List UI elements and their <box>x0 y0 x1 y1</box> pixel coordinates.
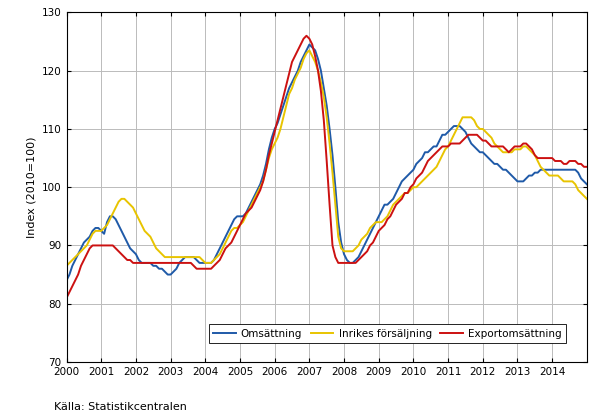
Inrikes försäljning <box>592 202 599 207</box>
Inrikes försäljning <box>170 255 177 260</box>
Omsättning <box>97 228 105 233</box>
Inrikes försäljning <box>63 263 70 268</box>
Exportomsättning <box>216 258 223 262</box>
Inrikes försäljning <box>216 252 223 257</box>
Omsättning <box>86 234 93 239</box>
Omsättning <box>216 246 223 251</box>
Omsättning <box>592 188 599 193</box>
Y-axis label: Index (2010=100): Index (2010=100) <box>27 136 36 238</box>
Inrikes försäljning <box>306 48 313 53</box>
Omsättning <box>170 269 177 274</box>
Inrikes försäljning <box>86 237 93 242</box>
Text: Källa: Statistikcentralen: Källa: Statistikcentralen <box>54 402 188 412</box>
Line: Omsättning: Omsättning <box>67 45 605 280</box>
Line: Inrikes försäljning: Inrikes försäljning <box>67 50 605 266</box>
Legend: Omsättning, Inrikes försäljning, Exportomsättning: Omsättning, Inrikes försäljning, Exporto… <box>209 324 566 343</box>
Exportomsättning <box>63 295 70 300</box>
Exportomsättning <box>97 243 105 248</box>
Exportomsättning <box>592 164 599 169</box>
Inrikes försäljning <box>97 228 105 233</box>
Exportomsättning <box>86 246 93 251</box>
Line: Exportomsättning: Exportomsättning <box>67 36 605 298</box>
Exportomsättning <box>170 260 177 265</box>
Exportomsättning <box>303 33 310 38</box>
Omsättning <box>63 278 70 283</box>
Omsättning <box>306 42 313 47</box>
